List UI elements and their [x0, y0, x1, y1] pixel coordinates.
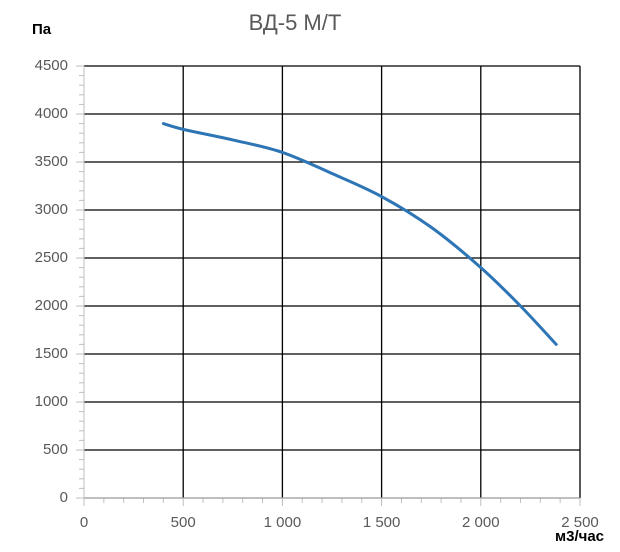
- y-tick-label: 2500: [35, 249, 68, 266]
- y-tick-label: 1500: [35, 345, 68, 362]
- y-tick-label: 4000: [35, 105, 68, 122]
- y-tick-label: 500: [43, 441, 68, 458]
- chart-title: ВД-5 М/Т: [249, 10, 342, 35]
- y-tick-label: 4500: [35, 57, 68, 74]
- x-tick-label: 1 500: [363, 514, 401, 531]
- x-axis-label: м3/час: [555, 528, 604, 545]
- y-tick-label: 1000: [35, 393, 68, 410]
- y-tick-label: 3500: [35, 153, 68, 170]
- y-tick-label: 0: [60, 489, 68, 506]
- x-tick-label: 0: [80, 514, 88, 531]
- data-line: [161, 122, 558, 346]
- x-tick-label: 2 500: [561, 514, 599, 531]
- y-axis-label: Па: [32, 21, 52, 38]
- y-tick-label: 2000: [35, 297, 68, 314]
- x-tick-label: 2 000: [462, 514, 500, 531]
- x-tick-label: 500: [171, 514, 196, 531]
- x-tick-label: 1 000: [264, 514, 302, 531]
- y-tick-label: 3000: [35, 201, 68, 218]
